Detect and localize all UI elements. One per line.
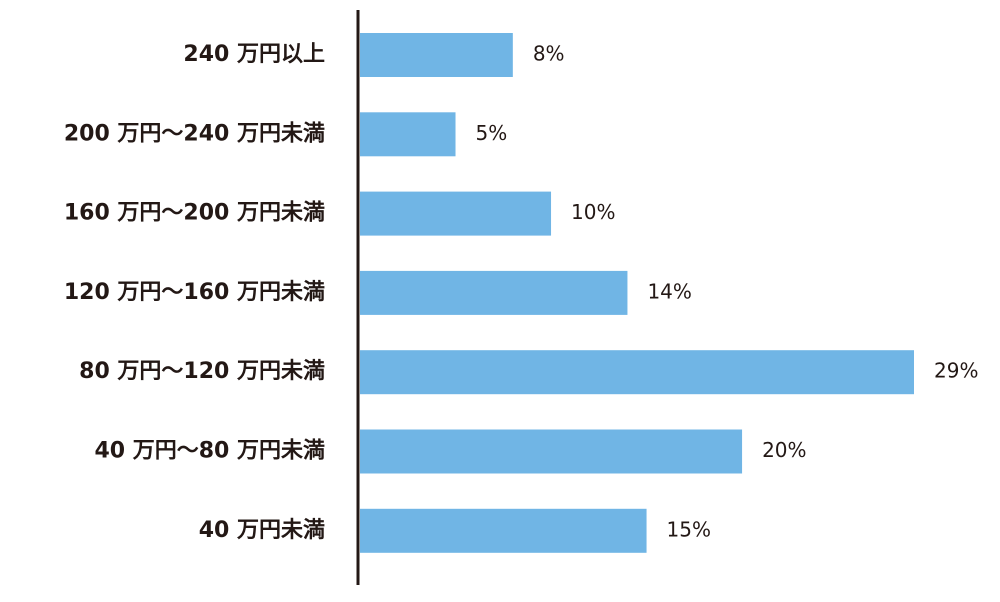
category-label: 120 万円〜160 万円未満 [64,279,325,305]
category-label: 40 万円〜80 万円未満 [94,438,325,464]
category-label: 200 万円〜240 万円未満 [64,120,325,146]
value-label: 8% [533,42,565,66]
value-label: 15% [667,517,711,541]
bar [360,429,743,474]
value-label: 5% [476,121,508,145]
category-label: 40 万円未満 [199,517,325,543]
value-label: 10% [571,200,615,224]
bar [360,191,552,236]
bar [360,112,456,157]
bar [360,270,628,315]
category-label: 160 万円〜200 万円未満 [64,200,325,226]
bar [360,33,513,77]
bar [360,350,914,395]
category-label: 240 万円以上 [183,42,325,67]
value-label: 29% [934,359,978,383]
value-label: 20% [762,438,806,462]
value-label: 14% [647,279,691,303]
category-label: 80 万円〜120 万円未満 [79,358,325,384]
bar [360,508,647,553]
